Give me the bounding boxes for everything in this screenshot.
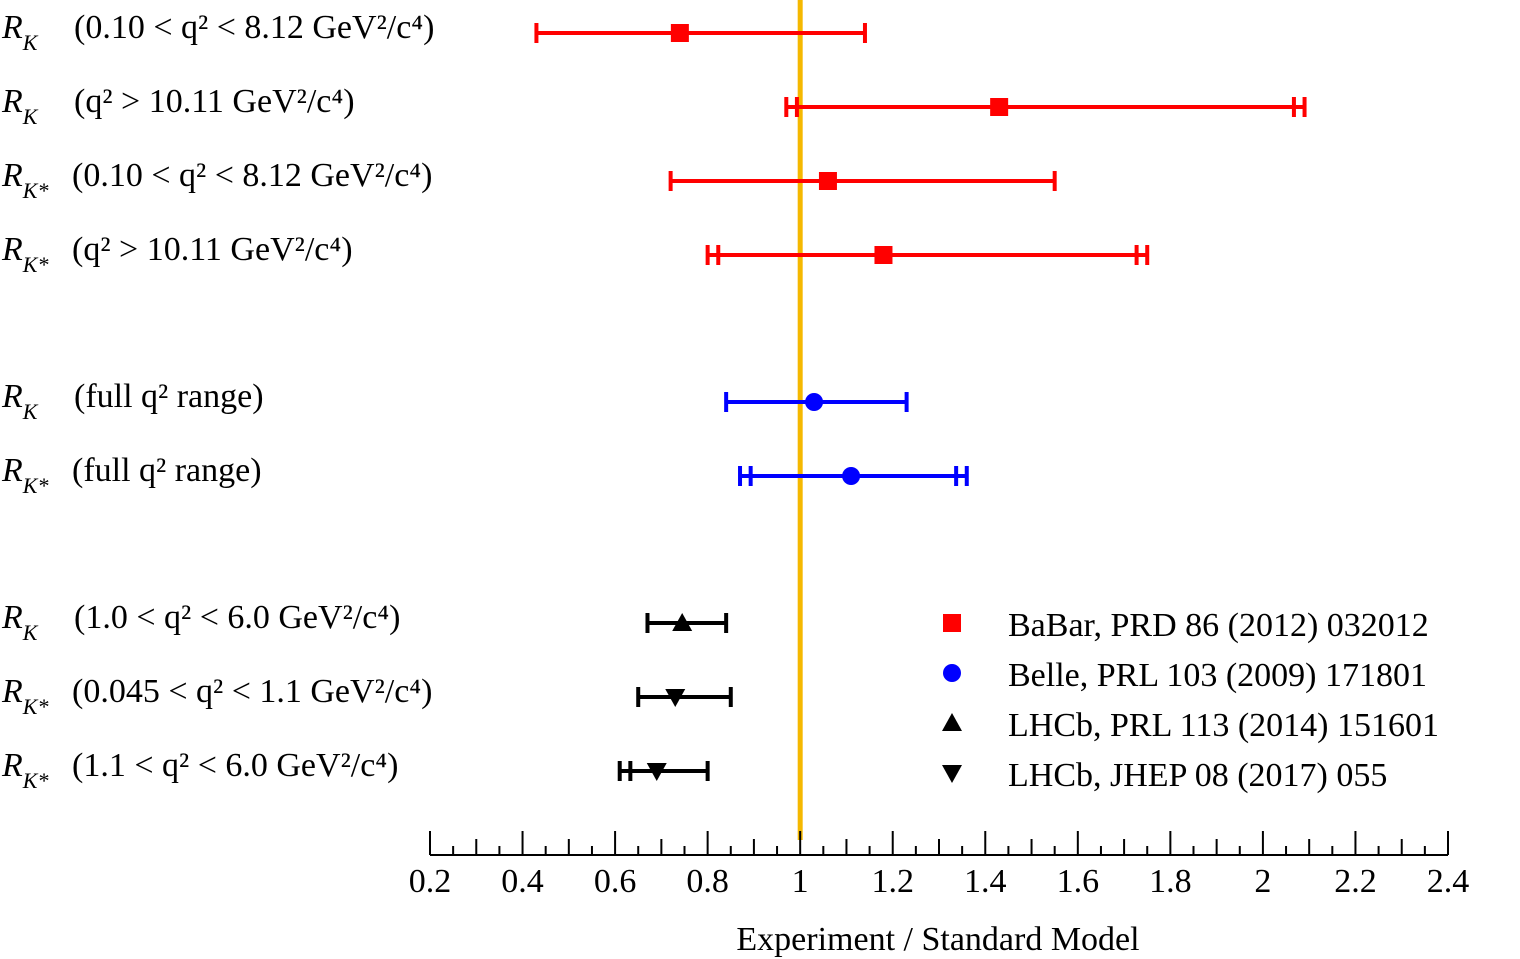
x-tick-label: 1.6 bbox=[1057, 863, 1100, 900]
x-tick-label: 0.2 bbox=[409, 863, 452, 900]
row-label: RK (1.0 < q² < 6.0 GeV²/c⁴) bbox=[1, 599, 400, 645]
legend-entry: Belle, PRL 103 (2009) 171801 bbox=[943, 657, 1427, 694]
row-label: RK* (full q² range) bbox=[1, 452, 262, 498]
x-tick-label: 1 bbox=[792, 863, 809, 900]
legend: BaBar, PRD 86 (2012) 032012 Belle, PRL 10… bbox=[942, 607, 1439, 794]
x-tick-label: 0.4 bbox=[501, 863, 544, 900]
x-axis: 0.2 0.4 0.6 0.8 1 1.2 1.4 1.6 1.8 2 2.2 2.4 bbox=[409, 831, 1470, 900]
marker-square bbox=[943, 614, 961, 632]
row-label: RK* (q² > 10.11 GeV²/c⁴) bbox=[1, 231, 353, 277]
data-point bbox=[534, 23, 867, 43]
legend-label: Belle, PRL 103 (2009) 171801 bbox=[1008, 657, 1427, 694]
marker-square bbox=[990, 98, 1009, 116]
legend-label: LHCb, PRL 113 (2014) 151601 bbox=[1008, 707, 1439, 744]
row-label: RK (q² > 10.11 GeV²/c⁴) bbox=[1, 83, 355, 129]
x-tick-label: 2.4 bbox=[1427, 863, 1470, 900]
marker-circle bbox=[842, 467, 861, 485]
data-point bbox=[668, 171, 1057, 191]
marker-triangle-down bbox=[942, 765, 962, 783]
marker-square bbox=[670, 24, 689, 42]
marker-triangle-up bbox=[942, 713, 962, 731]
row-label: RK* (1.1 < q² < 6.0 GeV²/c⁴) bbox=[1, 747, 398, 793]
marker-triangle-down bbox=[646, 763, 667, 781]
error-bars bbox=[534, 23, 1307, 781]
marker-circle bbox=[943, 664, 961, 682]
data-point bbox=[784, 97, 1307, 117]
legend-label: BaBar, PRD 86 (2012) 032012 bbox=[1008, 607, 1429, 644]
data-point bbox=[645, 613, 729, 633]
x-tick-label: 0.6 bbox=[594, 863, 637, 900]
legend-entry: LHCb, PRL 113 (2014) 151601 bbox=[942, 707, 1439, 744]
x-axis-title: Experiment / Standard Model bbox=[736, 921, 1139, 958]
data-point bbox=[738, 466, 969, 486]
x-tick-label: 2 bbox=[1254, 863, 1271, 900]
marker-square bbox=[874, 246, 893, 264]
marker-triangle-down bbox=[665, 689, 686, 707]
legend-entry: BaBar, PRD 86 (2012) 032012 bbox=[943, 607, 1429, 644]
row-label: RK* (0.10 < q² < 8.12 GeV²/c⁴) bbox=[1, 157, 432, 203]
marker-triangle-up bbox=[672, 613, 693, 631]
data-point bbox=[724, 392, 909, 412]
x-tick-label: 1.8 bbox=[1149, 863, 1192, 900]
legend-label: LHCb, JHEP 08 (2017) 055 bbox=[1008, 757, 1387, 794]
legend-entry: LHCb, JHEP 08 (2017) 055 bbox=[942, 757, 1387, 794]
x-tick-label: 0.8 bbox=[686, 863, 729, 900]
x-tick-label: 2.2 bbox=[1334, 863, 1377, 900]
row-label: RK (full q² range) bbox=[1, 378, 264, 424]
marker-circle bbox=[805, 393, 824, 411]
data-point bbox=[705, 245, 1150, 265]
x-tick-label: 1.4 bbox=[964, 863, 1007, 900]
data-point bbox=[617, 761, 710, 781]
data-point bbox=[636, 687, 733, 707]
row-label: RK* (0.045 < q² < 1.1 GeV²/c⁴) bbox=[1, 673, 432, 719]
row-labels: RK (0.10 < q² < 8.12 GeV²/c⁴) RK (q² > 10.1… bbox=[1, 9, 434, 793]
x-tick-label: 1.2 bbox=[871, 863, 914, 900]
marker-square bbox=[818, 172, 837, 190]
row-label: RK (0.10 < q² < 8.12 GeV²/c⁴) bbox=[1, 9, 434, 55]
